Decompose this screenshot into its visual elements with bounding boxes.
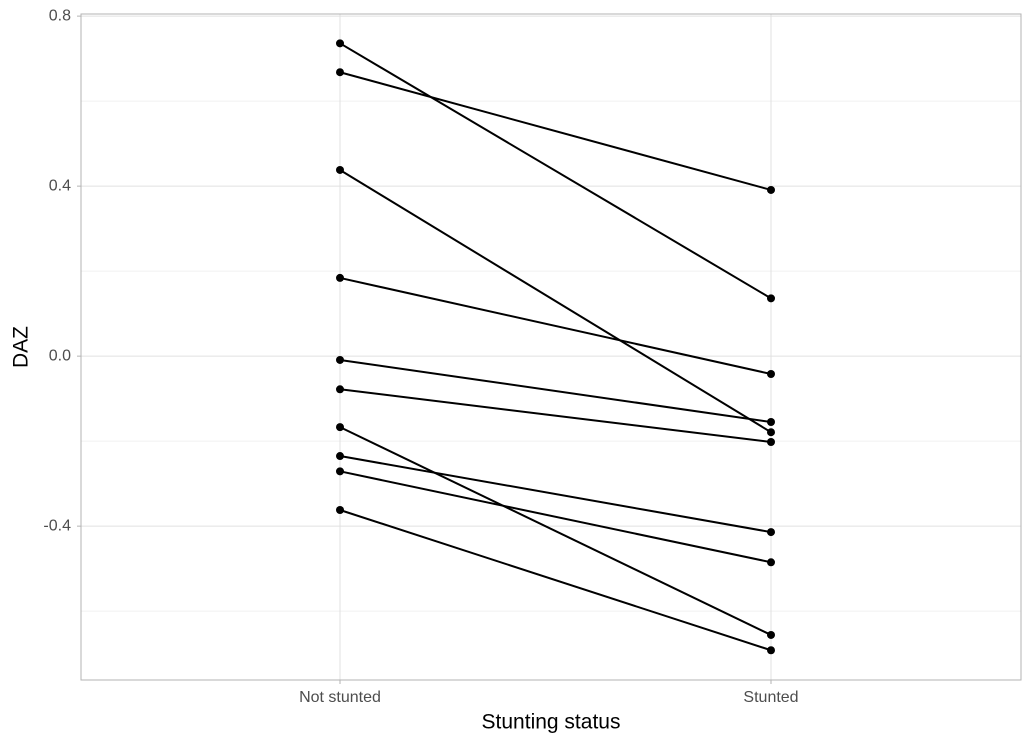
y-axis-title: DAZ — [10, 326, 33, 368]
series-line — [339, 455, 772, 534]
y-tick-label: 0.4 — [49, 177, 71, 194]
point — [336, 505, 344, 514]
y-tick-label: -0.4 — [43, 517, 71, 534]
point — [767, 646, 775, 655]
x-axis-title: Stunting status — [482, 711, 621, 734]
point — [767, 369, 775, 378]
point — [767, 185, 775, 194]
x-tick-label: Stunted — [743, 689, 798, 706]
point — [767, 528, 775, 537]
point — [336, 467, 344, 476]
x-tick-label: Not stunted — [299, 689, 381, 706]
point — [767, 418, 775, 427]
series-line — [339, 276, 772, 375]
series-line — [339, 169, 772, 434]
series-line — [339, 358, 772, 424]
point — [336, 165, 344, 174]
series-line — [339, 426, 772, 636]
series-line — [339, 509, 772, 652]
point — [767, 294, 775, 303]
point — [336, 423, 344, 432]
point — [336, 385, 344, 394]
point — [336, 68, 344, 77]
series-line — [339, 42, 772, 300]
y-tick-label: 0.8 — [49, 7, 71, 24]
y-tick-label: 0.0 — [49, 347, 71, 364]
point — [767, 428, 775, 437]
point — [767, 437, 775, 446]
point — [336, 273, 344, 282]
point — [336, 355, 344, 364]
point — [767, 630, 775, 639]
point — [767, 558, 775, 567]
point — [336, 452, 344, 461]
series-line — [339, 470, 772, 564]
series-line — [339, 388, 772, 443]
series-line — [339, 71, 772, 191]
point — [336, 39, 344, 48]
panel-border — [80, 13, 1022, 681]
